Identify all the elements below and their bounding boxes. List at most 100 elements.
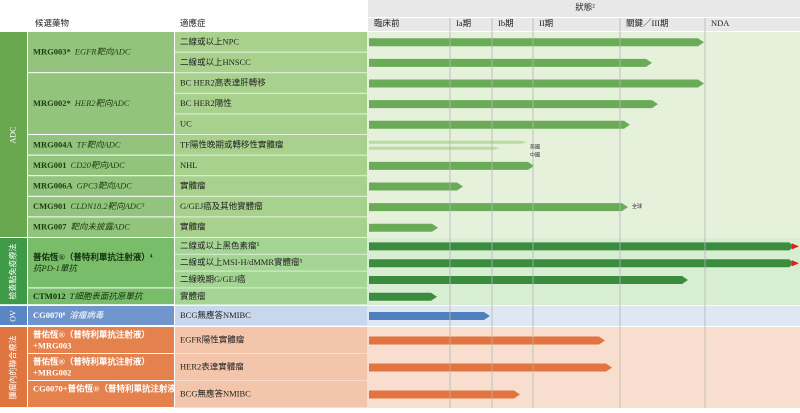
indication-cell: [175, 271, 367, 288]
drug-cell: [28, 155, 174, 176]
drug-code: 普佑恆®（普特利單抗注射液）⁴: [33, 252, 153, 262]
indication: 二線或以上MSI-H/dMMR實體瘤⁵: [180, 257, 302, 267]
progress-arrow: [369, 120, 630, 129]
progress-arrow: [369, 223, 438, 232]
drug-cell: [28, 327, 174, 353]
indication: 二線或以上黑色素瘤⁵: [180, 240, 260, 250]
indication: NHL: [180, 160, 197, 170]
drug-target: 抗PD-1單抗: [33, 263, 78, 273]
progress-arrow: [369, 242, 795, 251]
progress-arrow: [369, 182, 463, 191]
drug-code: CMG901: [33, 201, 67, 211]
phase-label: NDA: [711, 18, 730, 28]
phase-label: Ib期: [498, 18, 514, 28]
drug-name: 普佑恆®（普特利單抗注射液）+MRG003: [33, 329, 150, 350]
indication-cell: [175, 327, 367, 353]
drug-line: CG0070+普佑恆®（普特利單抗注射液）: [33, 383, 184, 393]
drug-code: MRG002*: [33, 98, 71, 108]
drug-name: MRG004A TF靶向ADC: [33, 139, 121, 149]
progress-arrow: [369, 336, 605, 345]
indication: BCG無應答NMIBC: [180, 310, 251, 320]
indication: TF陽性晚期或轉移性實體瘤: [180, 139, 284, 149]
drug-line: +MRG002: [33, 367, 71, 377]
drug-name: CMG901 CLDN18.2靶向ADC³: [33, 201, 145, 211]
indication: BC HER2高表達肝轉移: [180, 77, 266, 87]
status-bg: [368, 0, 800, 17]
group-label-cell: [0, 306, 27, 325]
progress-arrow: [369, 259, 795, 268]
phase-label: 關鍵／III期: [626, 18, 669, 28]
group-label-cell: [0, 32, 27, 237]
drug-name: 普佑恆®（普特利單抗注射液）+MRG002: [33, 356, 150, 377]
drug-name: MRG002* HER2靶向ADC: [33, 98, 130, 108]
arrow-tip: [792, 260, 799, 267]
indication: UC: [180, 119, 192, 129]
progress-arrow: [369, 161, 534, 170]
drug-cell: [28, 288, 174, 305]
progress-arrow: [369, 38, 704, 47]
progress-arrow: [369, 79, 704, 88]
drug-name: CG0070⁶ 溶瘤病毒: [33, 310, 105, 320]
drug-header: 候選藥物: [35, 18, 70, 28]
drug-name: MRG006A GPC3靶向ADC: [33, 180, 132, 190]
region-note: 中國: [530, 151, 540, 158]
indication: HER2表達實體瘤: [180, 361, 244, 371]
progress-arrow: [369, 100, 658, 109]
progress-arrow: [369, 363, 612, 372]
progress-arrow: [369, 390, 520, 399]
drug-target: 靶向未披露ADC: [71, 222, 131, 232]
drug-target: HER2靶向ADC: [74, 98, 130, 108]
indication-cell: [175, 114, 367, 134]
progress-arrow: [369, 203, 628, 212]
region-note: 全球: [632, 203, 642, 210]
indication-cell: [175, 254, 367, 271]
indication: 二線或以上NPC: [180, 36, 239, 46]
indication-cell: [175, 196, 367, 217]
phase-label: Ia期: [456, 18, 471, 28]
indication-cell: [175, 306, 367, 325]
drug-name: MRG003* EGFR靶向ADC: [33, 47, 131, 57]
drug-code: MRG001: [33, 160, 67, 170]
indication: G/GEJ癌及其他實體瘤: [180, 201, 263, 211]
indication-cell: [175, 135, 367, 155]
arrow-tip: [792, 243, 799, 250]
indication: 實體瘤: [180, 180, 206, 190]
region-note: 美國: [530, 143, 540, 150]
drug-cell: [28, 32, 174, 73]
drug-code: CTM012: [33, 291, 66, 301]
indication: BC HER2陽性: [180, 98, 232, 108]
indication: 二線晚期G/GEJ癌: [180, 274, 246, 284]
drug-target: CLDN18.2靶向ADC³: [71, 201, 145, 211]
drug-code: MRG006A: [33, 180, 74, 190]
drug-line: 普佑恆®（普特利單抗注射液）: [33, 329, 150, 339]
drug-target: TF靶向ADC: [77, 139, 121, 149]
indication-cell: [175, 93, 367, 114]
indication: 實體瘤: [180, 222, 206, 232]
indication-cell: [175, 73, 367, 93]
progress-arrow: [369, 292, 437, 301]
indication-cell: [175, 176, 367, 196]
drug-target: 溶瘤病毒: [69, 310, 105, 320]
drug-name: MRG007 靶向未披露ADC: [33, 222, 130, 232]
drug-name: CG0070+普佑恆®（普特利單抗注射液）: [33, 383, 184, 393]
indication-cell: [175, 381, 367, 407]
phase-label: II期: [539, 18, 553, 28]
indication-cell: [175, 32, 367, 52]
progress-arrow: [369, 58, 652, 67]
indication-cell: [175, 217, 367, 237]
group-label: ADC: [8, 127, 17, 144]
group-label: OV: [8, 310, 17, 322]
indication-cell: [175, 354, 367, 380]
drug-name: 普佑恆®（普特利單抗注射液）⁴ 抗PD-1單抗: [33, 252, 153, 273]
drug-cell: [28, 73, 174, 134]
group-label-cell: [0, 327, 27, 407]
drug-code: MRG004A: [33, 139, 74, 149]
drug-target: GPC3靶向ADC: [77, 180, 133, 190]
drug-name: MRG001 CD20靶向ADC: [33, 160, 125, 170]
drug-cell: [28, 176, 174, 196]
drug-line: 普佑恆®（普特利單抗注射液）: [33, 356, 150, 366]
indication-cell: [175, 52, 367, 73]
progress-arrow: [369, 312, 490, 320]
drug-cell: [28, 381, 174, 407]
phase-bg: [368, 18, 800, 31]
